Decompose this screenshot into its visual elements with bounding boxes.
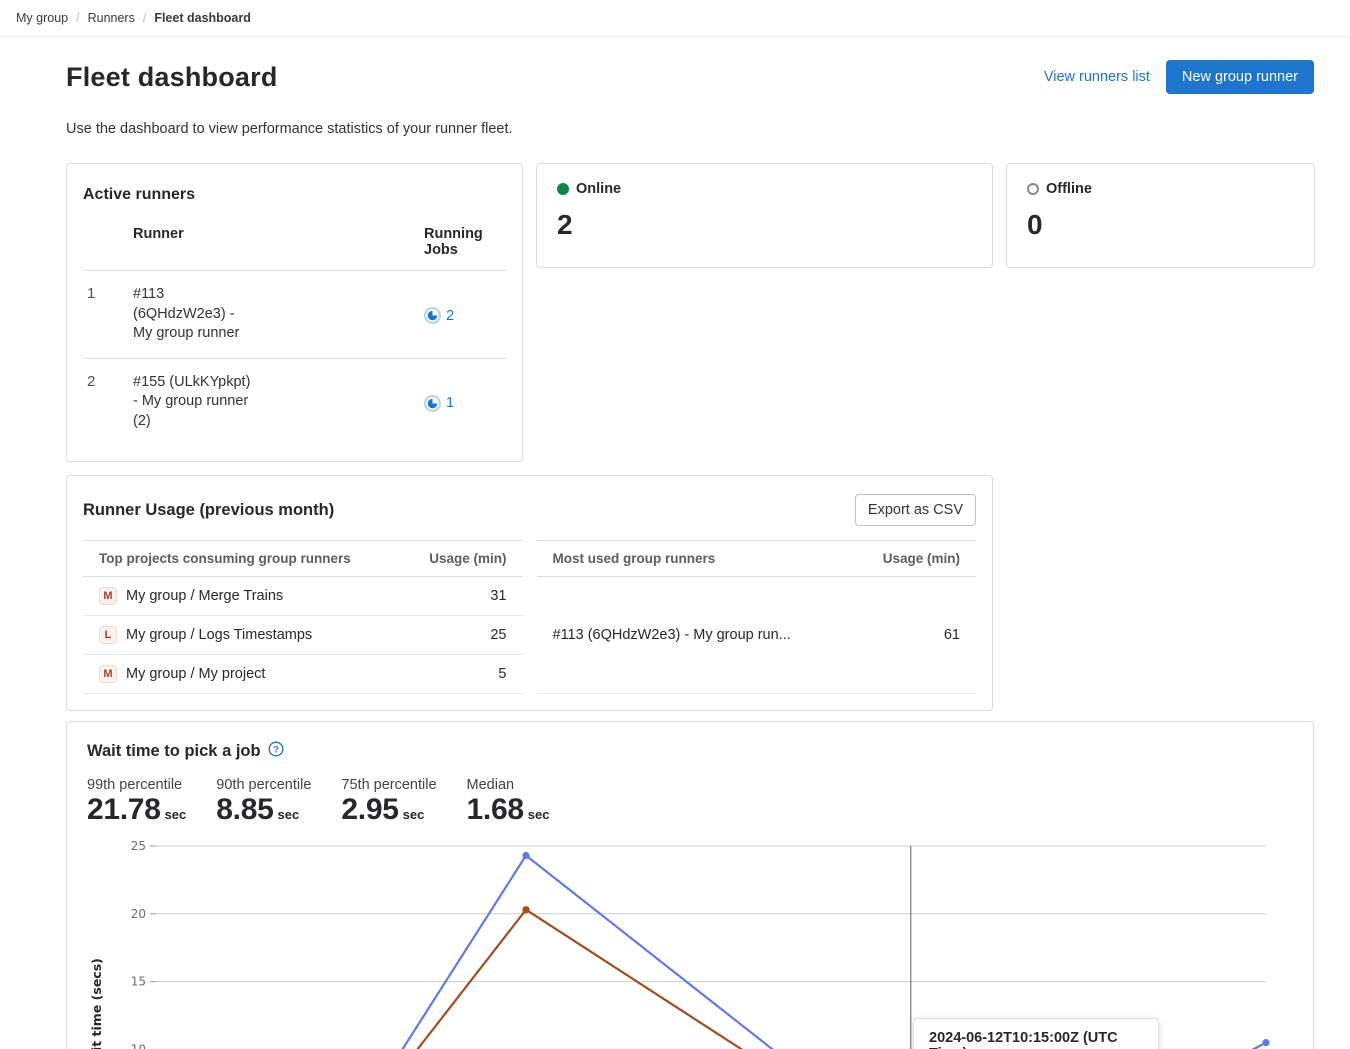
runner-usage-card: Runner Usage (previous month) Export as … [66,475,993,712]
page-title: Fleet dashboard [66,61,278,92]
project-avatar: M [99,665,117,684]
running-status-icon [424,307,441,324]
wait-time-title: Wait time to pick a job [87,742,261,761]
wait-time-card: Wait time to pick a job ? 99th percentil… [66,721,1314,1049]
project-name: My group / Logs Timestamps [126,627,313,644]
svg-text:?: ? [273,744,279,755]
online-runners-card: Online 2 [536,163,993,268]
offline-runners-card: Offline 0 [1006,163,1315,268]
stat-unit: sec [277,807,300,823]
export-csv-button[interactable]: Export as CSV [854,494,976,527]
stat-value: 21.78 [87,793,161,827]
stat-value: 2.95 [341,793,399,827]
project-avatar: L [99,626,117,645]
runner-name: #155 (ULkKYpkpt) - My group runner (2) [133,373,251,429]
running-jobs-column-header: Running Jobs [424,226,483,258]
breadcrumb: My group / Runners / Fleet dashboard [16,11,251,25]
offline-card-header: Offline [1027,181,1294,197]
online-status-dot-icon [557,183,569,195]
active-runners-panel: Active runners Runner Running Jobs 1 #11… [66,163,523,463]
stat-unit: sec [527,807,550,823]
svg-text:10: 10 [131,1043,146,1049]
active-runner-row: 2 #155 (ULkKYpkpt) - My group runner (2)… [83,357,506,446]
offline-count: 0 [1027,209,1043,240]
main-content: Fleet dashboard View runners list New gr… [66,60,1315,1049]
stat-unit: sec [402,807,425,823]
runner-usage-title: Runner Usage (previous month) [83,500,335,519]
runner-usage-min: 61 [849,576,976,695]
active-runners-title: Active runners [83,186,196,203]
svg-text:Wait time (secs): Wait time (secs) [89,959,104,1049]
table-row: L My group / Logs Timestamps 25 [83,615,523,656]
breadcrumb-separator: / [76,11,80,25]
dashboard-grid: Online 2 Offline 0 Active runners Runner… [66,163,1315,712]
index-column-header [83,218,129,271]
project-name: My group / My project [126,666,266,683]
project-avatar: M [99,587,117,606]
runner-column-header: Runner [133,226,184,242]
header-actions: View runners list New group runner [1044,60,1314,94]
stat-unit: sec [164,807,187,823]
stat-75th: 75th percentile 2.95 sec [341,777,436,827]
running-jobs-count-link[interactable]: 1 [446,395,455,412]
offline-label: Offline [1046,181,1092,197]
breadcrumb-fleet-dashboard[interactable]: Fleet dashboard [154,11,251,25]
usage-min-header: Usage (min) [400,540,523,578]
usage-min-header: Usage (min) [849,540,976,578]
project-name: My group / Merge Trains [126,588,284,605]
top-projects-table: Top projects consuming group runners Usa… [83,540,523,695]
online-card-header: Online [557,181,972,197]
stat-label: 90th percentile [216,777,312,794]
svg-text:25: 25 [131,839,146,853]
runner-name: #113 (6QHdzW2e3) - My group runner [133,286,240,342]
most-used-runners-table: Most used group runners Usage (min) #113… [536,540,976,695]
stat-median: Median 1.68 sec [467,777,550,827]
table-row: #113 (6QHdzW2e3) - My group run... 61 [536,576,976,695]
stat-label: 75th percentile [341,777,437,794]
offline-status-dot-icon [1027,183,1039,195]
help-icon[interactable]: ? [268,741,284,757]
breadcrumb-my-group[interactable]: My group [16,11,69,25]
wait-time-chart[interactable]: 051015202509:5609:5810:0010:0210:0410:06… [87,837,1293,1049]
table-row: M My group / Merge Trains 31 [83,576,523,617]
chart-tooltip: 2024-06-12T10:15:00Z (UTC Time)99th perc… [913,1018,1159,1049]
stat-label: 99th percentile [87,777,183,794]
runner-rank: 2 [83,357,129,446]
tooltip-title: 2024-06-12T10:15:00Z (UTC Time) [929,1030,1118,1049]
active-runner-row: 1 #113 (6QHdzW2e3) - My group runner 2 [83,270,506,359]
runner-rank: 1 [83,270,129,359]
stat-value: 1.68 [466,793,525,827]
most-used-runners-header: Most used group runners [536,540,850,578]
svg-text:20: 20 [131,907,146,921]
page-description: Use the dashboard to view performance st… [66,121,513,137]
breadcrumb-bar: My group / Runners / Fleet dashboard [0,0,1350,37]
top-projects-header: Top projects consuming group runners [83,540,401,578]
stat-label: Median [466,777,515,794]
stat-99th: 99th percentile 21.78 sec [87,777,186,827]
breadcrumb-runners[interactable]: Runners [87,11,135,25]
project-usage-min: 25 [400,615,523,656]
line-chart-canvas[interactable]: 051015202509:5609:5810:0010:0210:0410:06… [87,837,1277,1049]
running-status-icon [424,394,441,412]
page-header: Fleet dashboard View runners list New gr… [66,60,1314,94]
stat-90th: 90th percentile 8.85 sec [216,777,311,827]
percentile-stats-row: 99th percentile 21.78 sec 90th percentile… [87,777,1293,827]
runner-name: #113 (6QHdzW2e3) - My group run... [536,576,850,695]
table-row: M My group / My project 5 [83,654,523,695]
stat-value: 8.85 [216,793,274,827]
online-count: 2 [557,209,573,240]
new-group-runner-button[interactable]: New group runner [1165,60,1314,94]
view-runners-list-link[interactable]: View runners list [1043,69,1150,85]
project-usage-min: 5 [400,654,523,695]
online-label: Online [576,181,622,197]
svg-text:15: 15 [131,975,146,989]
project-usage-min: 31 [400,576,523,617]
running-jobs-count-link[interactable]: 2 [446,307,455,324]
active-runners-table: Runner Running Jobs 1 #113 (6QHdzW2e3) -… [83,218,506,446]
breadcrumb-separator: / [142,11,147,25]
